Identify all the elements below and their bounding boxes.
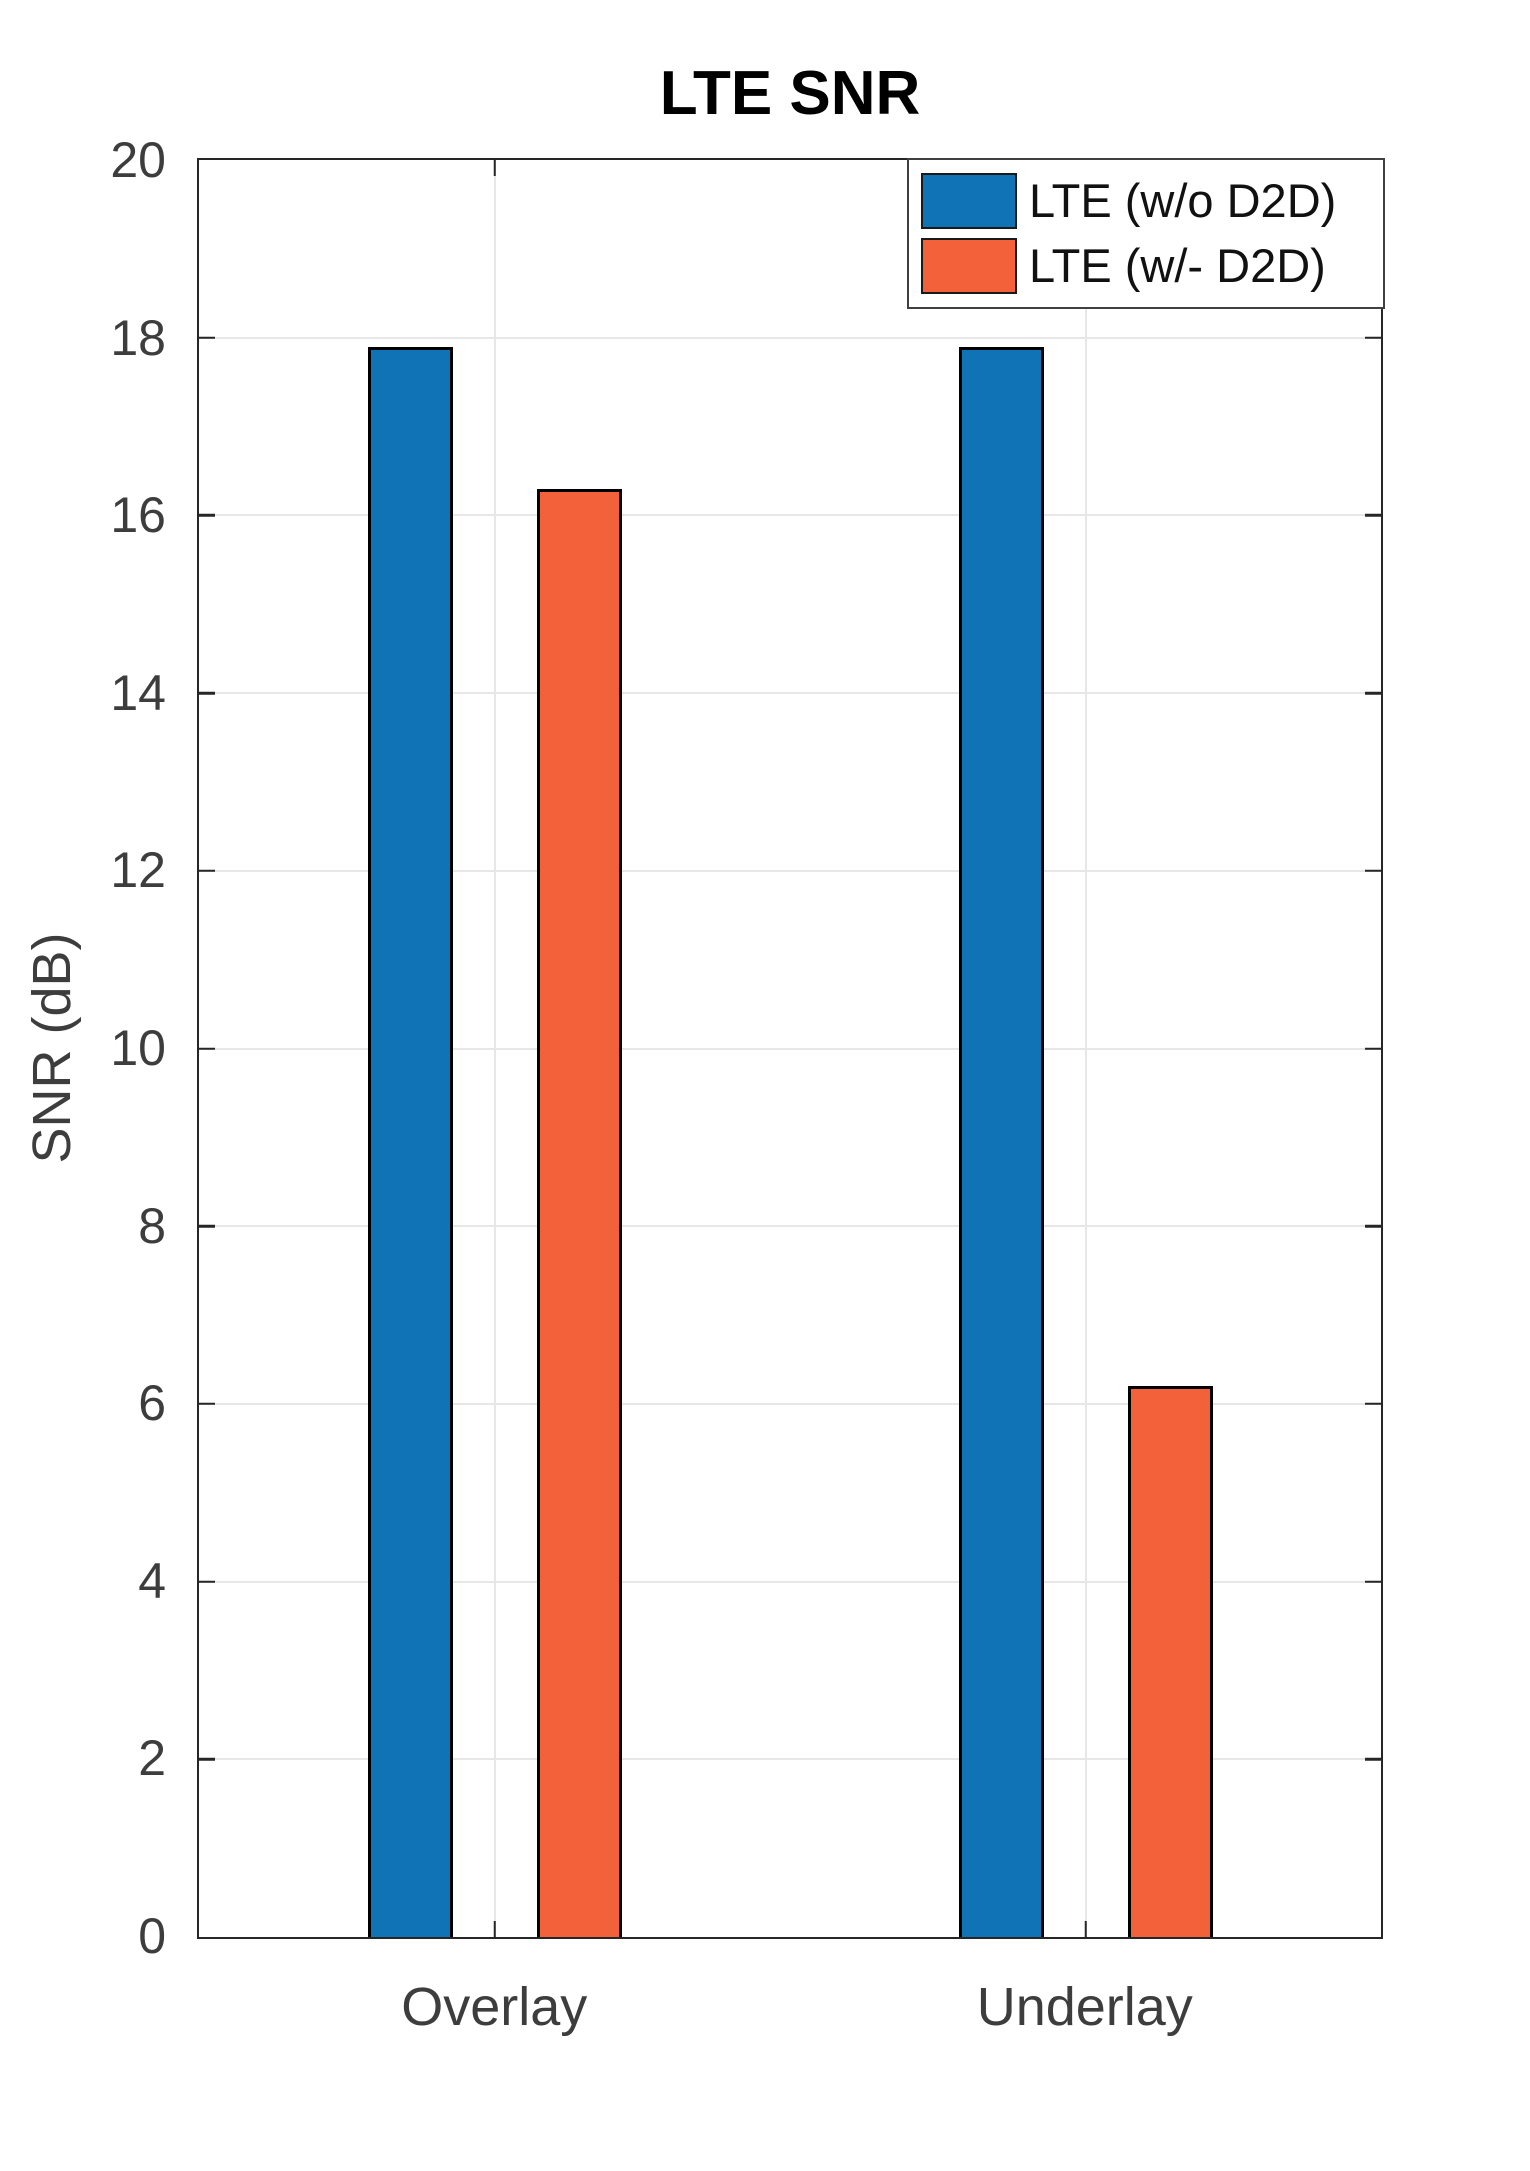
y-tick-label-2: 2	[138, 1730, 166, 1787]
y-tick-right-8	[1365, 1224, 1381, 1228]
y-tick-left-2	[199, 1758, 215, 1761]
h-gridline-4	[199, 1580, 1381, 1583]
y-tick-right-10	[1365, 1047, 1381, 1050]
x-tick-label-underlay: Underlay	[976, 1977, 1193, 2037]
y-tick-left-16	[199, 514, 215, 517]
h-gridline-6	[199, 1402, 1381, 1405]
y-tick-label-0: 0	[138, 1908, 166, 1964]
plot-area: LTE (w/o D2D) LTE (w/- D2D)	[197, 157, 1385, 1939]
bar-underlay-lte-w-o-d2d	[958, 346, 1044, 1937]
y-tick-left-18	[199, 336, 215, 339]
bar-underlay-lte-w-d2d	[1127, 1386, 1213, 1937]
x-tick-top-overlay	[493, 160, 496, 176]
y-tick-left-4	[199, 1580, 215, 1583]
y-tick-label-10: 10	[110, 1020, 166, 1076]
x-tick-labels: Overlay Underlay	[199, 1977, 1380, 2058]
h-gridline-18	[199, 336, 1381, 339]
legend-label-lte-w-d2d: LTE (w/- D2D)	[1029, 239, 1326, 292]
y-tick-left-10	[199, 1047, 215, 1050]
x-tick-bottom-overlay	[493, 1921, 496, 1937]
chart-title: LTE SNR	[659, 59, 921, 128]
y-tick-label-18: 18	[110, 309, 166, 366]
bar-overlay-lte-w-o-d2d	[367, 346, 453, 1937]
h-gridline-12	[199, 869, 1381, 872]
x-tick-bottom-underlay	[1084, 1921, 1087, 1937]
y-tick-left-8	[199, 1224, 215, 1228]
y-tick-label-20: 20	[110, 132, 166, 188]
legend-swatch-lte-w-o-d2d	[921, 172, 1017, 229]
y-tick-right-18	[1365, 336, 1381, 339]
v-gridline-underlay	[1084, 160, 1087, 1937]
y-tick-right-2	[1365, 1758, 1381, 1761]
legend-label-lte-w-o-d2d: LTE (w/o D2D)	[1029, 174, 1337, 227]
y-tick-right-16	[1365, 514, 1381, 517]
y-tick-left-14	[199, 691, 215, 695]
y-tick-left-12	[199, 869, 215, 873]
y-tick-right-4	[1365, 1580, 1381, 1583]
y-tick-label-8: 8	[138, 1197, 166, 1254]
y-tick-label-6: 6	[138, 1375, 166, 1432]
y-tick-right-12	[1365, 869, 1381, 873]
legend: LTE (w/o D2D) LTE (w/- D2D)	[907, 157, 1385, 309]
legend-swatch-lte-w-d2d	[921, 237, 1017, 294]
bar-overlay-lte-w-d2d	[536, 488, 622, 1937]
h-gridline-10	[199, 1047, 1381, 1050]
y-tick-left-6	[199, 1402, 215, 1406]
x-tick-label-overlay: Overlay	[401, 1977, 588, 2037]
y-tick-label-14: 14	[110, 664, 166, 721]
h-gridline-16	[199, 514, 1381, 517]
y-tick-label-16: 16	[110, 487, 166, 544]
h-gridline-8	[199, 1225, 1381, 1228]
legend-row-lte-w-o-d2d: LTE (w/o D2D)	[921, 172, 1369, 229]
y-tick-right-14	[1365, 691, 1381, 695]
legend-row-lte-w-d2d: LTE (w/- D2D)	[921, 237, 1369, 294]
h-gridline-14	[199, 692, 1381, 695]
legend-rows: LTE (w/o D2D) LTE (w/- D2D)	[921, 172, 1369, 294]
y-tick-labels: 0 2 4 6 8 10 12 14 16 18 20	[0, 135, 166, 1961]
y-tick-right-6	[1365, 1402, 1381, 1406]
v-gridline-overlay	[493, 160, 496, 1937]
y-tick-label-12: 12	[110, 842, 166, 899]
y-tick-label-4: 4	[138, 1552, 166, 1609]
h-gridline-2	[199, 1758, 1381, 1761]
